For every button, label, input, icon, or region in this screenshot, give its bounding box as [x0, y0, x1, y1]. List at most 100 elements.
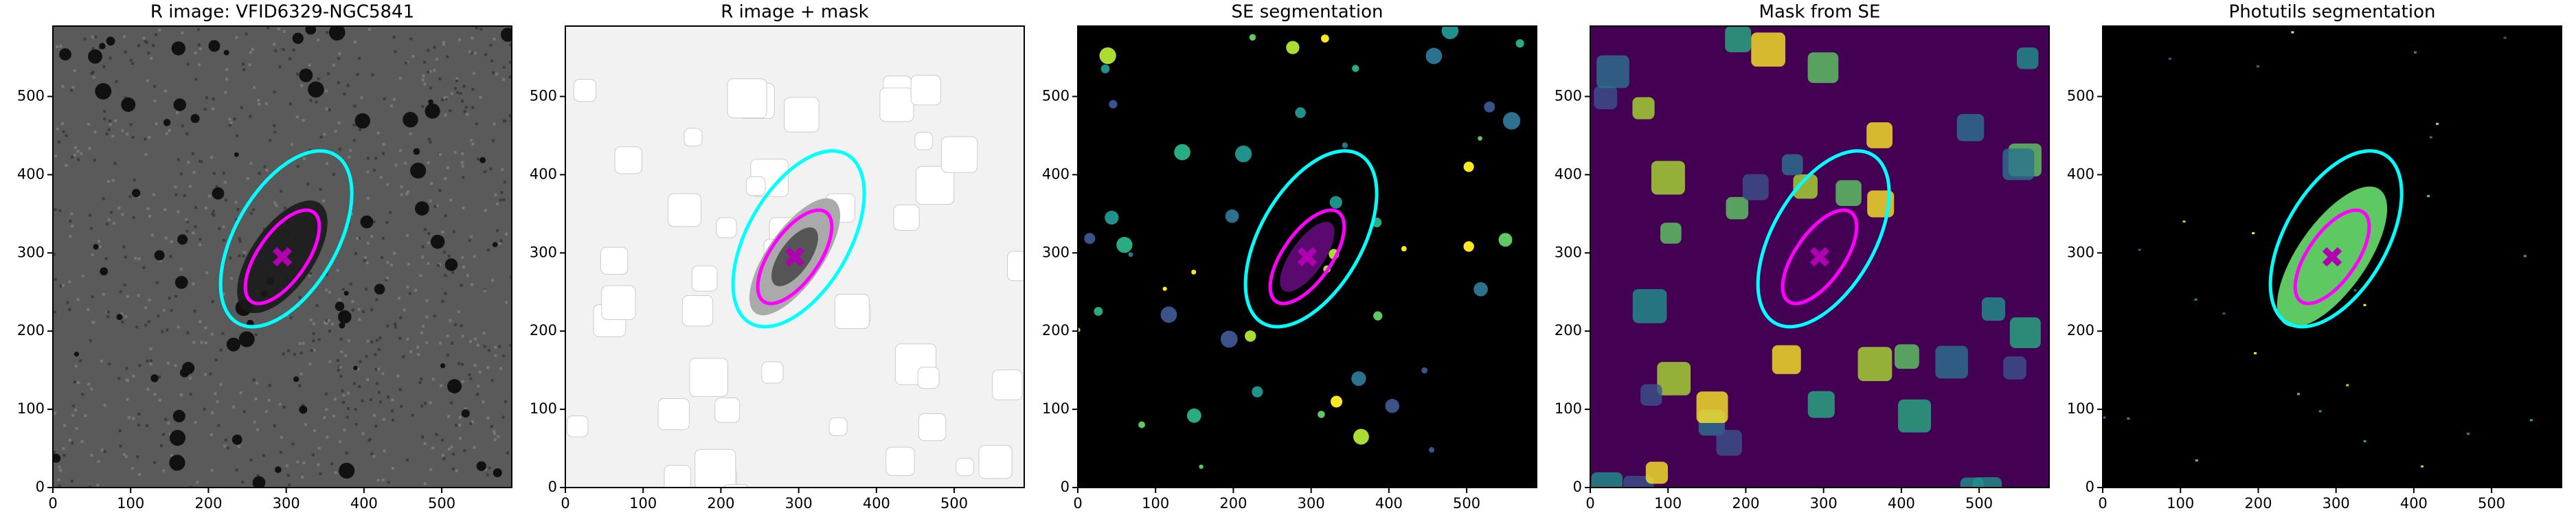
noise: [189, 485, 192, 488]
noise: [174, 185, 177, 189]
noise: [246, 177, 249, 181]
noise: [131, 62, 134, 65]
noise: [113, 162, 117, 165]
noise: [108, 363, 111, 366]
noise: [68, 280, 71, 284]
noise: [258, 172, 261, 175]
noise: [153, 84, 157, 88]
noise: [249, 51, 252, 54]
noise: [399, 149, 403, 152]
noise: [256, 381, 259, 385]
noise: [471, 36, 474, 40]
noise: [91, 253, 94, 256]
noise: [331, 323, 335, 326]
noise: [132, 374, 135, 378]
noise: [103, 110, 106, 113]
noise: [370, 308, 374, 312]
segment: [1329, 196, 1342, 209]
noise: [338, 148, 341, 151]
y-tick-label: 400: [1555, 165, 1582, 182]
noise: [80, 440, 84, 444]
mask-region: [1751, 32, 1785, 67]
star: [413, 148, 420, 155]
noise: [124, 455, 128, 459]
mask-region: [1807, 52, 1839, 83]
segment: [2222, 312, 2226, 315]
noise: [165, 132, 168, 135]
noise: [431, 378, 435, 381]
noise: [124, 96, 127, 100]
noise: [170, 240, 173, 244]
noise: [350, 212, 354, 216]
mask-region: [2002, 148, 2035, 181]
x-tick-label: 500: [940, 495, 968, 512]
segment: [2182, 220, 2186, 223]
noise: [326, 435, 329, 439]
noise: [499, 239, 503, 242]
segment: [2252, 232, 2255, 235]
mask-region: [694, 448, 736, 488]
noise: [157, 314, 160, 318]
noise: [366, 170, 370, 174]
noise: [327, 319, 330, 322]
mask-region: [2009, 317, 2041, 349]
segment: [1174, 144, 1190, 161]
segment: [1249, 34, 1256, 41]
mask-region: [992, 369, 1023, 400]
noise: [90, 72, 93, 76]
noise: [433, 314, 436, 318]
noise: [81, 393, 84, 396]
noise: [212, 107, 215, 111]
star: [447, 379, 462, 393]
noise: [469, 377, 473, 380]
noise: [365, 261, 369, 264]
noise: [309, 319, 313, 322]
aperture-ellipse: [2268, 149, 2404, 329]
noise: [126, 133, 129, 136]
x-tick-label: 100: [629, 495, 657, 512]
noise: [472, 71, 475, 75]
noise: [495, 229, 499, 232]
noise: [495, 202, 499, 205]
noise: [325, 89, 328, 93]
noise: [348, 339, 351, 342]
noise: [239, 391, 242, 395]
segment: [2254, 352, 2257, 354]
noise: [477, 385, 480, 388]
noise: [124, 50, 127, 54]
noise: [473, 255, 476, 258]
noise: [453, 87, 457, 90]
noise: [429, 199, 432, 203]
noise: [74, 409, 78, 412]
y-tick-label: 100: [17, 400, 45, 417]
noise: [317, 446, 321, 450]
noise: [77, 158, 80, 161]
y-tick-label: 400: [2067, 165, 2094, 182]
noise: [121, 129, 124, 133]
noise: [484, 53, 488, 56]
segment: [1441, 26, 1459, 40]
noise: [309, 99, 313, 102]
noise: [433, 45, 436, 49]
noise: [238, 237, 241, 240]
y-tick-label: 400: [1042, 165, 1070, 182]
noise: [435, 58, 438, 61]
aperture-ellipse: [243, 208, 321, 306]
noise: [137, 294, 140, 297]
mask-region: [1651, 161, 1685, 195]
noise: [326, 319, 329, 323]
noise: [144, 152, 148, 156]
noise: [251, 208, 255, 211]
segment: [1502, 112, 1521, 130]
noise: [377, 391, 381, 394]
noise: [236, 134, 239, 137]
noise: [502, 198, 506, 201]
noise: [91, 35, 95, 38]
star: [339, 322, 346, 329]
segment: [2296, 393, 2300, 396]
noise: [421, 78, 425, 82]
noise: [379, 336, 382, 340]
noise: [455, 77, 459, 80]
star: [154, 250, 165, 261]
star: [339, 462, 355, 479]
